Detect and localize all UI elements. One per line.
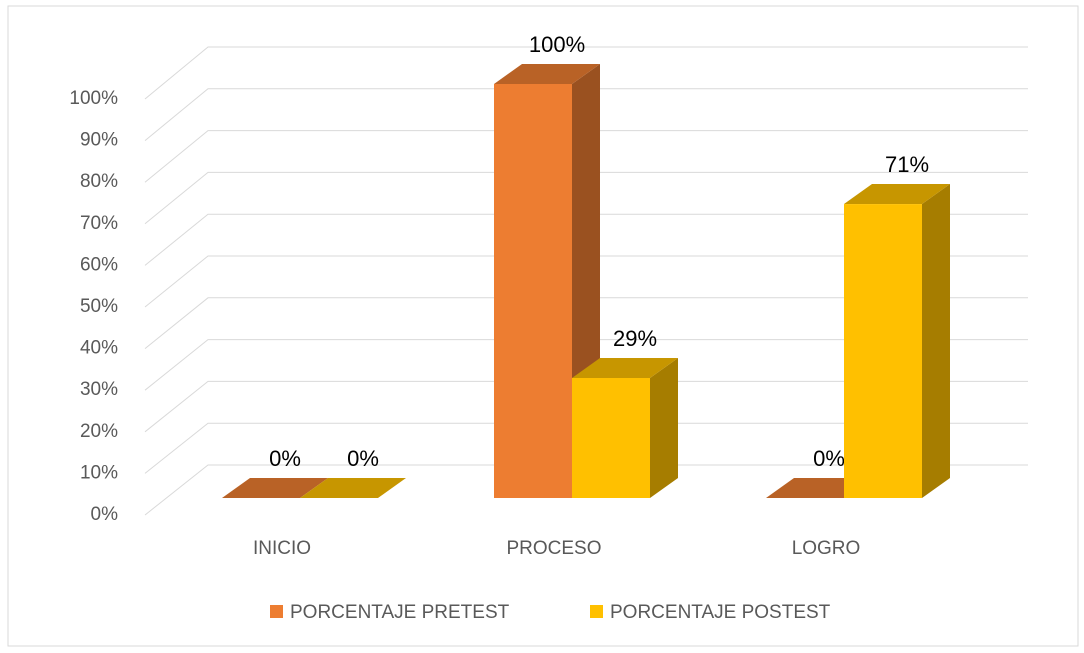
legend-label: PORCENTAJE POSTEST bbox=[610, 602, 831, 623]
grid-line bbox=[144, 88, 1028, 141]
bar-face bbox=[300, 478, 406, 498]
value-label: 0% bbox=[813, 446, 845, 471]
grid-line bbox=[144, 339, 1028, 391]
x-tick-label: PROCESO bbox=[506, 538, 601, 559]
y-tick-label: 20% bbox=[80, 421, 118, 442]
bar-face bbox=[922, 184, 950, 498]
x-tick-label: LOGRO bbox=[792, 538, 861, 559]
value-label: 0% bbox=[347, 446, 379, 471]
x-tick-label: INICIO bbox=[253, 538, 311, 559]
y-tick-label: 60% bbox=[80, 254, 118, 275]
bar-face bbox=[572, 357, 678, 378]
bar bbox=[300, 478, 406, 498]
value-label: 0% bbox=[269, 446, 301, 471]
bar-face bbox=[222, 478, 328, 498]
grid-line bbox=[144, 297, 1028, 349]
value-label: 100% bbox=[529, 32, 585, 57]
grid-line bbox=[144, 255, 1028, 308]
y-tick-label: 50% bbox=[80, 296, 118, 317]
y-tick-label: 10% bbox=[80, 462, 118, 483]
grid-line bbox=[144, 422, 1028, 474]
y-tick-label: 30% bbox=[80, 379, 118, 400]
legend-swatch bbox=[270, 605, 283, 618]
bar-face bbox=[844, 204, 922, 498]
y-tick-label: 0% bbox=[91, 504, 119, 525]
legend-label: PORCENTAJE PRETEST bbox=[290, 602, 510, 623]
grid-line bbox=[144, 171, 1028, 225]
y-tick-label: 80% bbox=[80, 171, 118, 192]
value-label: 29% bbox=[613, 326, 657, 351]
bar-face bbox=[650, 357, 678, 498]
grid-line bbox=[144, 380, 1028, 433]
bar-face bbox=[494, 84, 572, 498]
bar-face bbox=[572, 377, 650, 498]
bar bbox=[572, 357, 678, 498]
y-tick-label: 70% bbox=[80, 213, 118, 234]
legend-swatch bbox=[590, 605, 603, 618]
grid-line bbox=[144, 464, 1028, 516]
y-tick-label: 90% bbox=[80, 130, 118, 151]
grid-line bbox=[144, 46, 1028, 100]
y-tick-label: 100% bbox=[69, 88, 118, 109]
y-tick-label: 40% bbox=[80, 338, 118, 359]
grid-line bbox=[144, 130, 1028, 183]
bar-face bbox=[844, 184, 950, 205]
value-label: 71% bbox=[885, 152, 929, 177]
bar bbox=[844, 184, 950, 498]
grid-line bbox=[144, 213, 1028, 266]
bar-face bbox=[494, 64, 600, 84]
bar bbox=[222, 478, 328, 498]
